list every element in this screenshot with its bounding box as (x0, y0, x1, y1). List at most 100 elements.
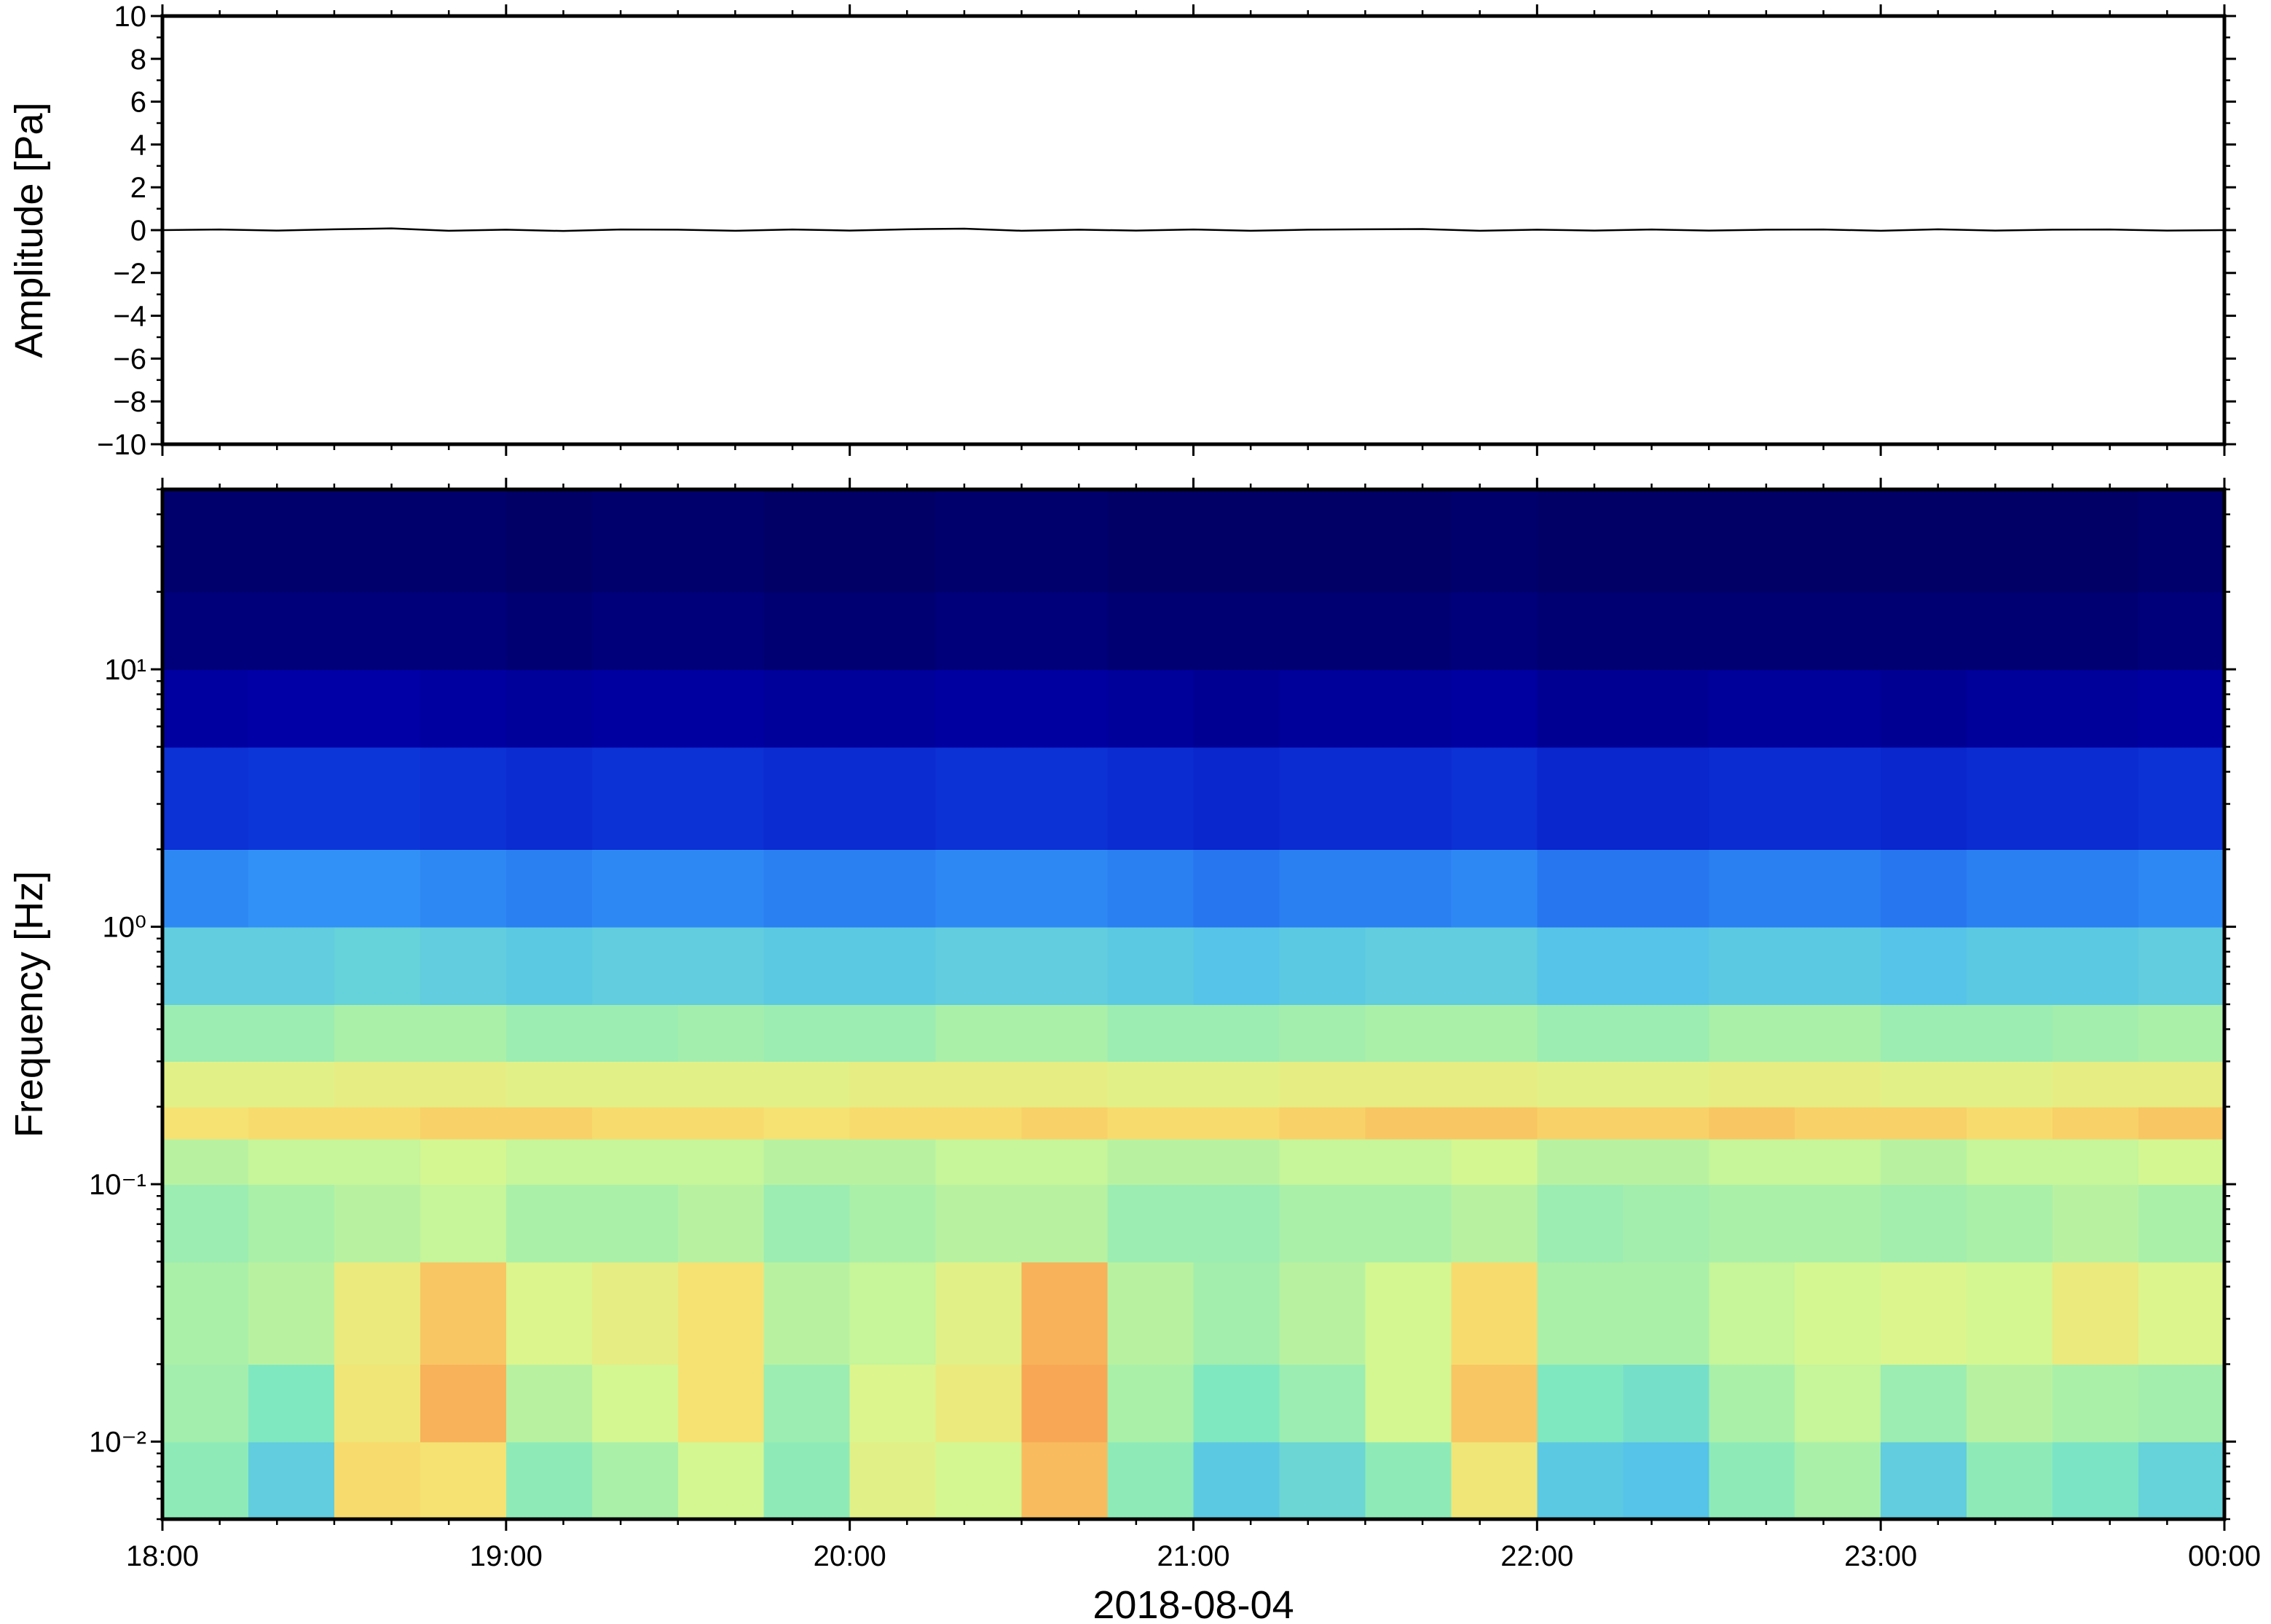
spectrogram-cell (1107, 669, 1194, 748)
spectrogram-cell (2138, 1364, 2225, 1443)
spectrogram-cell (248, 1184, 335, 1263)
spectrogram-cell (591, 1184, 679, 1263)
spectrogram-cell (1107, 489, 1194, 593)
spectrogram-cell (1021, 591, 1109, 670)
spectrogram-cell (1537, 849, 1624, 928)
x-tick-label: 23:00 (1844, 1540, 1917, 1572)
spectrogram-cell (591, 1004, 679, 1063)
spectrogram-cell (935, 1441, 1023, 1520)
spectrogram-cell (1967, 489, 2053, 593)
spectrogram-cell (763, 1061, 851, 1108)
spectrogram-cell (1881, 1106, 1967, 1140)
spectrogram-cell (1795, 1364, 1881, 1443)
spectrogram-cell (1537, 489, 1624, 593)
spectrogram-cell (1193, 926, 1280, 1005)
spectrogram-cell (1709, 1261, 1796, 1365)
spectrogram-cell (1451, 489, 1538, 593)
spectrogram-cell (677, 1004, 765, 1063)
spectrogram-cell (849, 1004, 937, 1063)
spectrogram-cell (763, 1261, 851, 1365)
spectrogram-cell (1967, 1441, 2053, 1520)
spectrogram-cell (505, 1184, 593, 1263)
spectrogram-cell (334, 926, 421, 1005)
spectrogram-cell (1795, 489, 1881, 593)
spectrogram-cell (763, 849, 851, 928)
spectrogram-cell (677, 591, 765, 670)
spectrogram-cell (1623, 669, 1710, 748)
spectrogram-cell (677, 1364, 765, 1443)
spectrogram-cell (1107, 1061, 1194, 1108)
y-axis-label: Frequency [Hz] (7, 871, 51, 1138)
spectrogram-cell (1279, 1004, 1366, 1063)
spectrogram-cell (849, 1106, 937, 1140)
spectrogram-cell (1881, 1441, 1967, 1520)
y-tick-label: 0 (130, 215, 146, 247)
spectrogram-cell (849, 591, 937, 670)
y-tick-label: 4 (130, 129, 146, 161)
spectrogram-cell (2052, 1261, 2139, 1365)
spectrogram-cell (1279, 489, 1366, 593)
x-tick-label: 19:00 (470, 1540, 543, 1572)
spectrogram-cell (763, 746, 851, 850)
spectrogram-cell (1623, 1106, 1710, 1140)
spectrogram-cell (763, 1004, 851, 1063)
spectrogram-cell (935, 1138, 1023, 1185)
spectrogram-cell (591, 669, 679, 748)
spectrogram-cell (1021, 1184, 1109, 1263)
y-tick-label: 6 (130, 87, 146, 119)
spectrogram-cell (1967, 1004, 2053, 1063)
spectrogram-cell (505, 1061, 593, 1108)
y-tick-label: −6 (113, 343, 146, 375)
spectrogram-cell (162, 1138, 249, 1185)
spectrogram-cell (591, 489, 679, 593)
spectrogram-cell (1537, 746, 1624, 850)
spectrogram-cell (420, 1261, 507, 1365)
x-tick-label: 20:00 (814, 1540, 886, 1572)
spectrogram-cell (1451, 1261, 1538, 1365)
spectrogram-cell (849, 926, 937, 1005)
spectrogram-cell (248, 1364, 335, 1443)
spectrogram-cell (763, 591, 851, 670)
spectrogram-cell (677, 1138, 765, 1185)
spectrogram-cell (334, 1184, 421, 1263)
spectrogram-cell (1709, 1184, 1796, 1263)
spectrogram-cell (1107, 1004, 1194, 1063)
spectrogram-cell (1365, 489, 1452, 593)
spectrogram-cell (162, 669, 249, 748)
spectrogram-cell (1537, 1261, 1624, 1365)
spectrogram-cell (1709, 669, 1796, 748)
spectrogram-cell (763, 669, 851, 748)
spectrogram-cell (1537, 1004, 1624, 1063)
spectrogram-cell (763, 1441, 851, 1520)
x-axis-label: 2018-08-04 (1093, 1583, 1294, 1624)
spectrogram-cell (1537, 1364, 1624, 1443)
y-tick-label: −10 (97, 429, 146, 461)
spectrogram-cell (935, 746, 1023, 850)
spectrogram-cell (1537, 1441, 1624, 1520)
spectrogram-cell (420, 849, 507, 928)
spectrogram-cell (420, 489, 507, 593)
y-tick-label: −4 (113, 301, 146, 333)
spectrogram-cell (162, 1061, 249, 1108)
spectrogram-cell (420, 1106, 507, 1140)
spectrogram-cell (849, 849, 937, 928)
spectrogram-cell (1365, 1061, 1452, 1108)
spectrogram-cell (1021, 926, 1109, 1005)
spectrogram-cell (1451, 926, 1538, 1005)
spectrogram-cell (677, 1184, 765, 1263)
spectrogram-cell (1193, 1004, 1280, 1063)
spectrogram-cell (1107, 1261, 1194, 1365)
spectrogram-cell (1967, 849, 2053, 928)
spectrogram-cell (505, 591, 593, 670)
spectrogram-cell (1365, 1184, 1452, 1263)
spectrogram-cell (1623, 489, 1710, 593)
spectrogram-cell (1623, 1138, 1710, 1185)
spectrogram-cell (2052, 926, 2139, 1005)
spectrogram-cell (1967, 1106, 2053, 1140)
spectrogram-cell (677, 1106, 765, 1140)
spectrogram-cell (1967, 1184, 2053, 1263)
spectrogram-cell (2138, 1061, 2225, 1108)
spectrogram-cell (334, 1106, 421, 1140)
spectrogram-cell (1709, 1004, 1796, 1063)
